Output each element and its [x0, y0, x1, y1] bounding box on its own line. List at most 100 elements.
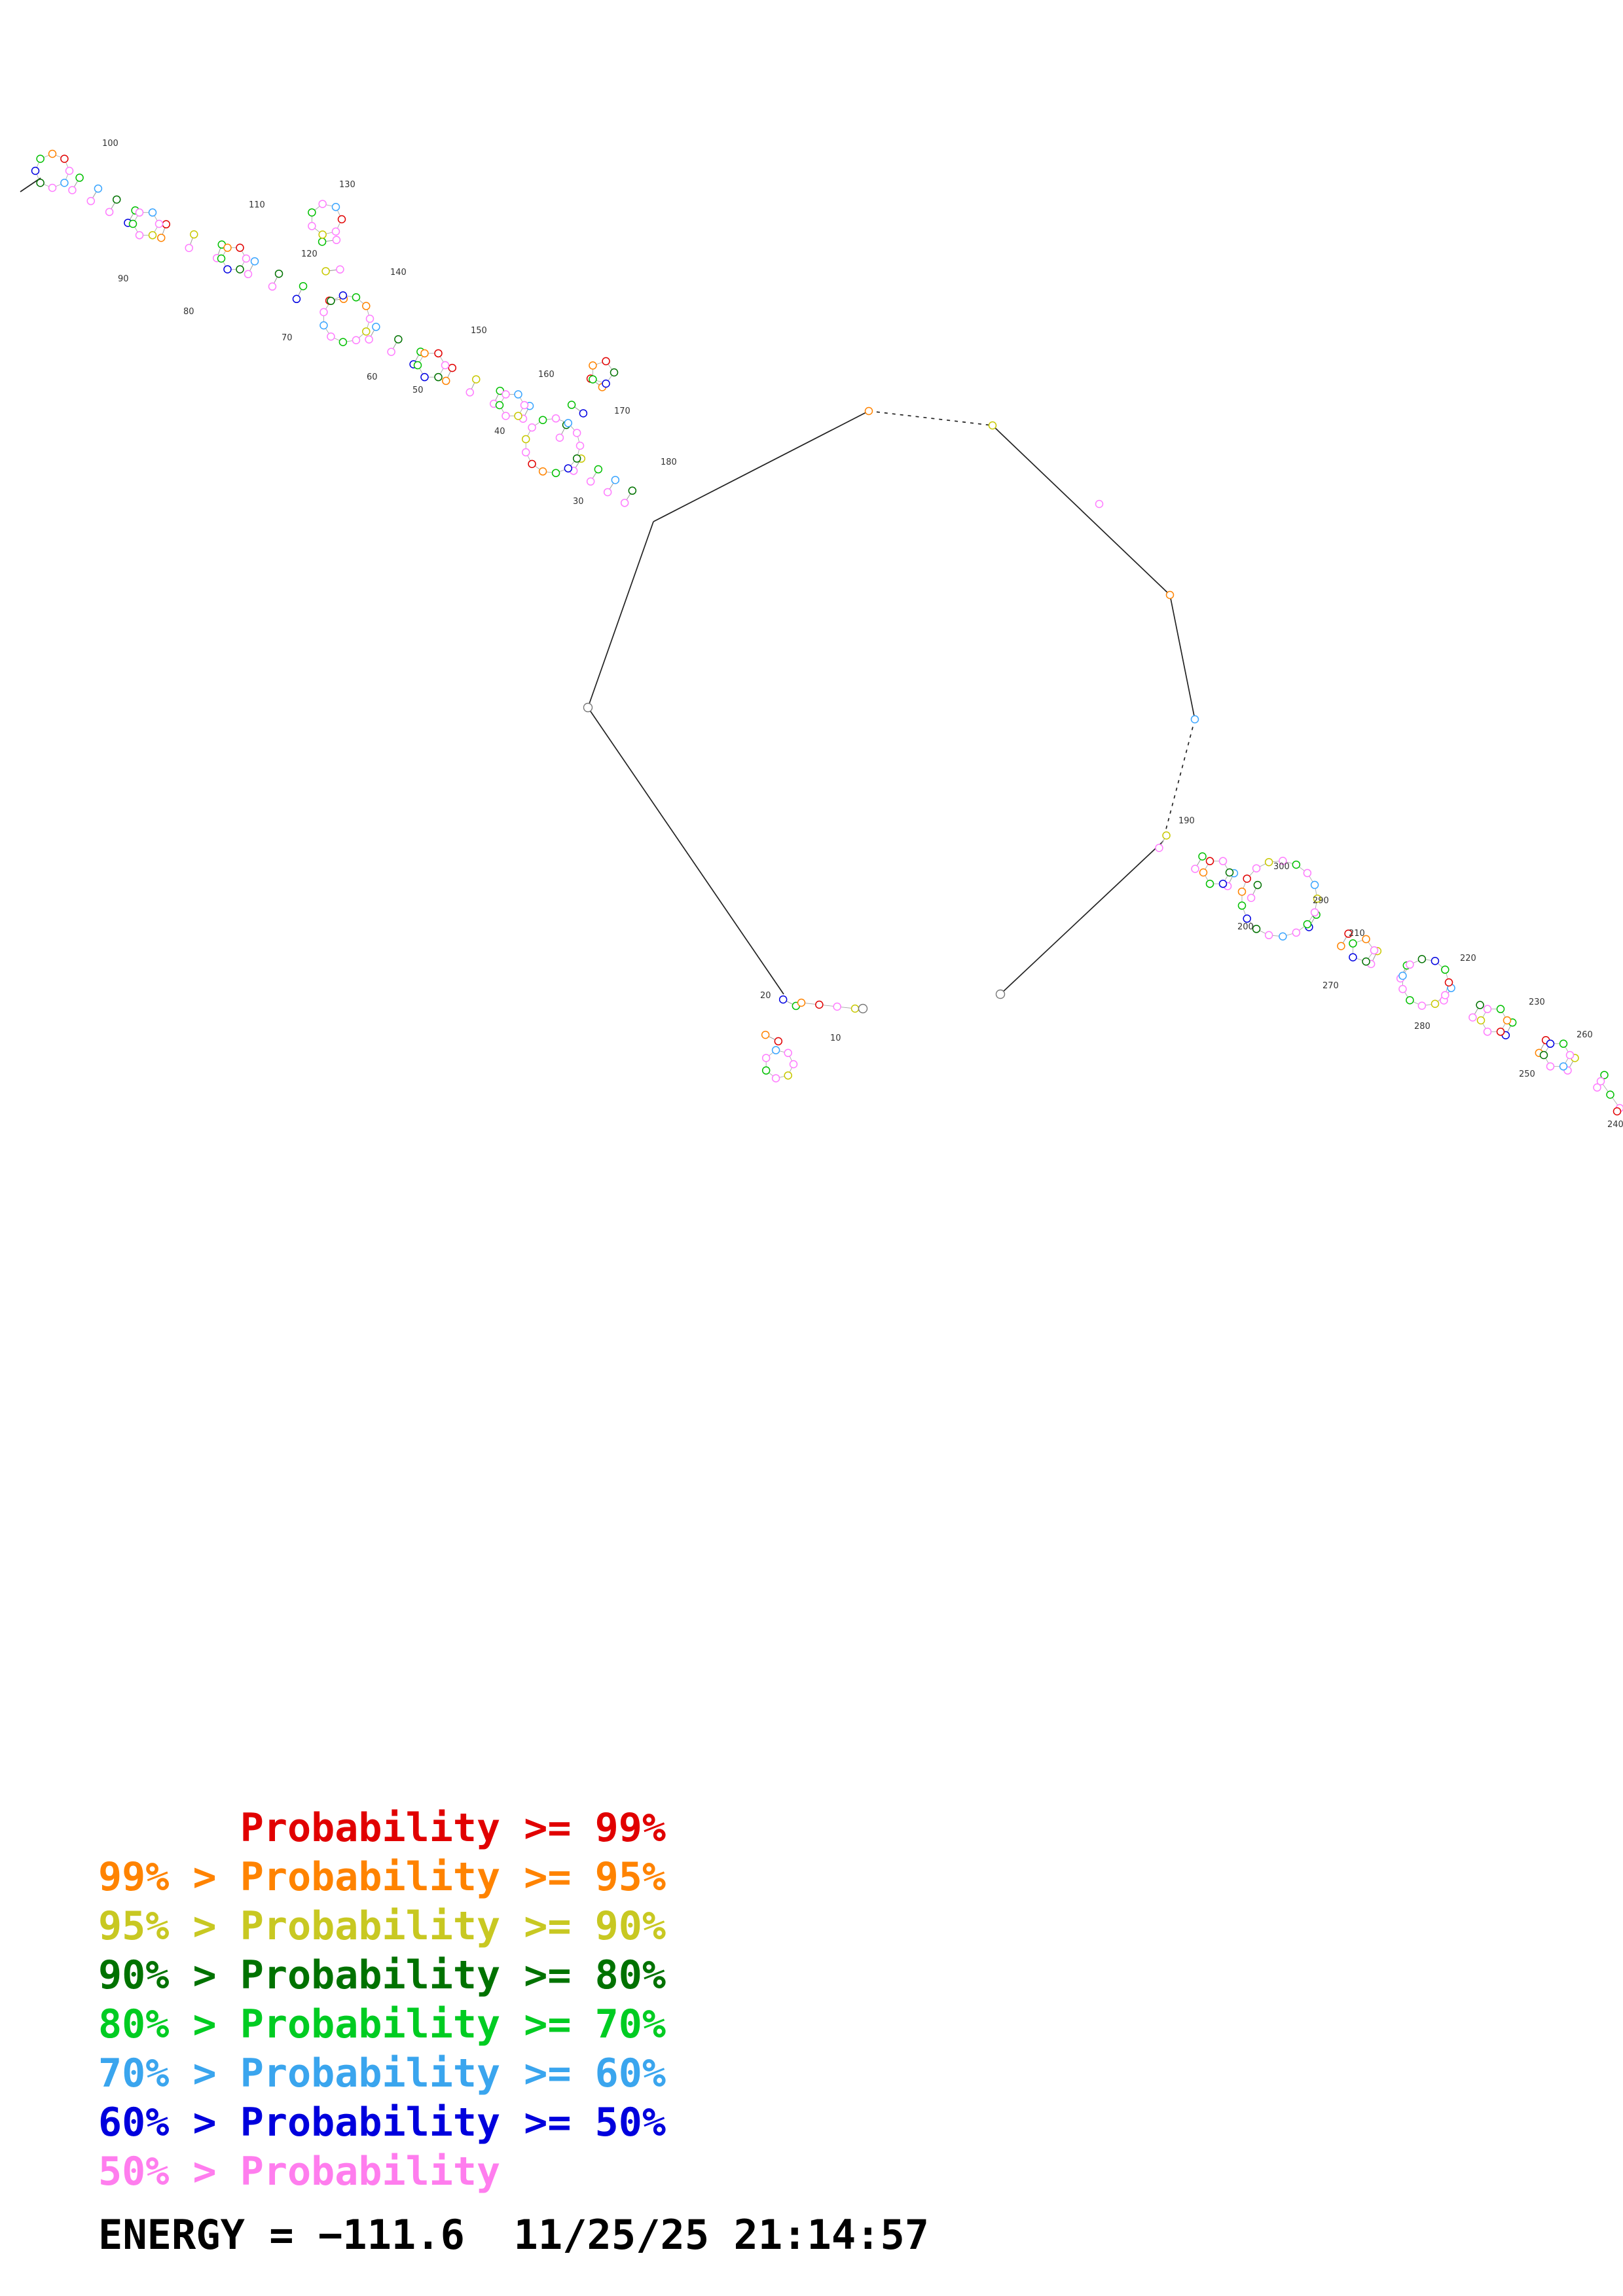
nucleotide [572, 454, 581, 463]
nucleotide [105, 207, 114, 217]
nucleotide [1406, 960, 1414, 969]
nucleotide [586, 477, 595, 486]
position-label: 160 [538, 370, 555, 380]
nucleotide [465, 388, 474, 397]
nucleotide [319, 308, 328, 317]
nucleotide [1370, 946, 1379, 955]
nucleotide [761, 1054, 771, 1062]
nucleotide [833, 1002, 841, 1011]
nucleotide [362, 302, 371, 310]
nucleotide [1205, 880, 1214, 888]
nucleotide [332, 236, 341, 244]
position-label: 190 [1178, 816, 1195, 826]
nucleotide [1476, 1001, 1484, 1009]
nucleotide [1264, 857, 1273, 867]
nucleotide [1205, 857, 1214, 865]
nucleotide [338, 291, 348, 300]
nucleotide [784, 1049, 792, 1058]
nucleotide [327, 332, 335, 341]
nucleotide [94, 184, 103, 193]
nucleotide [1190, 715, 1199, 724]
nucleotide [135, 231, 144, 240]
nucleotide [244, 270, 253, 279]
nucleotide [1349, 939, 1357, 948]
legend-item: 95% > Probability >= 90% [98, 1903, 666, 1949]
nucleotide [1313, 894, 1322, 903]
nucleotide [1362, 957, 1370, 966]
nucleotide [1247, 893, 1256, 903]
nucleotide [778, 995, 788, 1004]
nucleotide [1303, 920, 1312, 929]
nucleotide [1191, 865, 1199, 873]
nucleotide [1503, 1016, 1512, 1025]
position-label: 120 [301, 249, 318, 259]
nucleotide [1496, 1005, 1505, 1013]
nucleotide [250, 257, 259, 266]
nucleotide [472, 375, 481, 384]
nucleotide [48, 183, 57, 192]
nucleotide [75, 173, 84, 182]
nucleotide [336, 265, 344, 274]
nucleotide [1303, 869, 1312, 878]
nucleotide [603, 488, 612, 497]
nucleotide [551, 414, 560, 423]
nucleotide [528, 423, 536, 432]
position-label: 50 [412, 386, 424, 395]
nucleotide [1444, 978, 1453, 987]
nucleotide [162, 220, 171, 228]
nucleotide [112, 195, 121, 204]
nucleotide [274, 269, 283, 278]
nucleotide [185, 243, 193, 253]
nucleotide [988, 421, 997, 430]
nucleotide [1362, 935, 1370, 944]
nucleotide [1593, 1083, 1601, 1092]
nucleotide [321, 267, 330, 276]
nucleotide [1252, 925, 1261, 933]
nucleotide [1349, 953, 1357, 961]
nucleotide [1398, 984, 1407, 994]
nucleotide [448, 363, 457, 372]
nucleotide [1162, 831, 1171, 840]
nucleotide [1199, 868, 1208, 877]
position-label: 210 [1349, 929, 1365, 939]
nucleotide [602, 357, 610, 366]
nucleotide [496, 386, 505, 395]
position-label: 80 [183, 307, 194, 317]
nucleotide [318, 238, 327, 246]
nucleotide [1417, 955, 1427, 963]
nucleotide [352, 293, 361, 302]
position-label: 110 [249, 200, 265, 210]
nucleotide [434, 372, 443, 382]
nucleotide [567, 401, 576, 409]
nucleotide [501, 390, 510, 399]
position-label: 300 [1273, 862, 1290, 872]
legend-item: 90% > Probability >= 80% [98, 1952, 666, 1998]
position-label: 220 [1460, 954, 1476, 963]
nucleotide [1237, 888, 1247, 896]
nucleotide [1613, 1107, 1622, 1116]
legend-item: Probability >= 99% [98, 1805, 666, 1851]
nucleotide [551, 469, 560, 477]
position-label: 10 [830, 1033, 841, 1043]
nucleotide [86, 196, 96, 206]
position-label: 60 [367, 372, 378, 382]
position-label: 150 [471, 326, 487, 336]
nucleotide [319, 321, 328, 330]
nucleotide [555, 433, 564, 442]
nucleotide [1095, 499, 1104, 509]
nucleotide [1337, 942, 1345, 950]
nucleotide [774, 1037, 783, 1046]
nucleotide [1596, 1077, 1605, 1086]
nucleotide [1279, 932, 1287, 941]
nucleotide [318, 230, 327, 239]
nucleotide [1606, 1090, 1614, 1099]
position-label: 170 [614, 406, 630, 416]
nucleotide [1417, 1001, 1427, 1010]
energy-line: ENERGY = −111.6 11/25/25 21:14:57 [98, 2211, 930, 2259]
position-label: 270 [1322, 981, 1339, 991]
position-label: 100 [102, 139, 119, 149]
nucleotide [36, 154, 45, 163]
probability-legend: Probability >= 99% 99% > Probability >= 9… [98, 1804, 666, 2197]
nucleotide [60, 179, 69, 187]
